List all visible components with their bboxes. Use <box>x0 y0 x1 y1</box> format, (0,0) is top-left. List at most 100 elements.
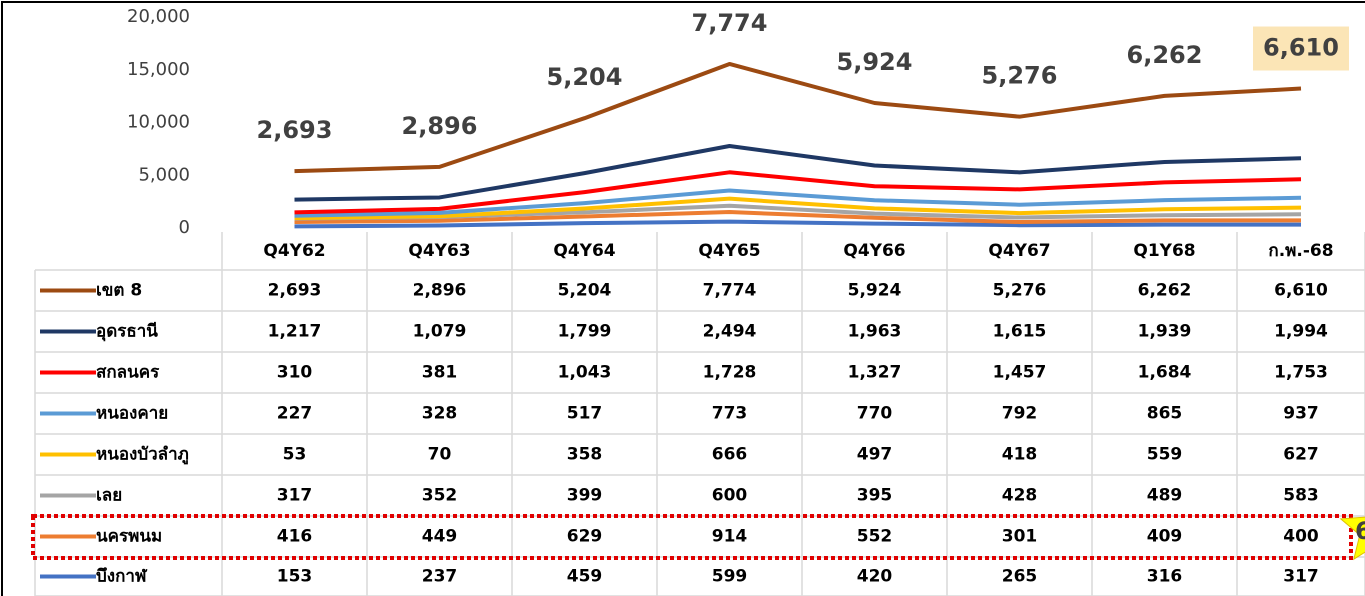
table-value: 70 <box>428 445 452 465</box>
series-line <box>294 188 1302 218</box>
table-value: 1,079 <box>413 322 467 342</box>
data-label: 5,276 <box>982 62 1058 90</box>
table-value: 265 <box>1002 567 1038 587</box>
table-value: 395 <box>857 486 893 506</box>
table-value: 316 <box>1147 567 1183 587</box>
table-value: 1,728 <box>703 363 757 383</box>
table-value: 459 <box>567 567 603 587</box>
legend-label: เขต 8 <box>96 281 142 301</box>
table-value: 420 <box>857 567 893 587</box>
table-value: 559 <box>1147 445 1183 465</box>
table-value: 53 <box>283 445 307 465</box>
table-value: 497 <box>857 445 893 465</box>
series-line <box>294 170 1302 215</box>
data-label: 6,610 <box>1263 34 1339 62</box>
table-value: 1,684 <box>1138 363 1192 383</box>
label-highlight <box>1253 26 1349 71</box>
table-value: 1,994 <box>1274 322 1328 342</box>
y-tick-label: 15,000 <box>127 59 190 80</box>
table-value: 1,043 <box>558 363 612 383</box>
y-tick-label: 0 <box>179 217 190 238</box>
table-value: 310 <box>277 363 313 383</box>
data-label: 5,204 <box>547 63 623 91</box>
category-label: Q4Y65 <box>698 241 760 261</box>
table-value: 1,963 <box>848 322 902 342</box>
table-value: 552 <box>857 527 893 547</box>
table-value: 600 <box>712 486 748 506</box>
table-value: 352 <box>422 486 458 506</box>
table-value: 409 <box>1147 527 1183 547</box>
table-value: 770 <box>857 404 893 424</box>
table-value: 400 <box>1283 527 1319 547</box>
table-value: 317 <box>1283 567 1319 587</box>
table-value: 5,924 <box>848 281 902 301</box>
table-value: 627 <box>1283 445 1319 465</box>
series-line <box>294 210 1302 225</box>
star <box>1339 516 1365 561</box>
table-value: 1,457 <box>993 363 1047 383</box>
table-value: 792 <box>1002 404 1038 424</box>
y-tick-label: 5,000 <box>138 164 190 185</box>
table-value: 317 <box>277 486 313 506</box>
highlight-box <box>31 514 1353 560</box>
data-label: 7,774 <box>692 9 768 37</box>
table-value: 301 <box>1002 527 1038 547</box>
table-value: 381 <box>422 363 458 383</box>
series-line <box>294 219 1302 229</box>
category-label: Q4Y66 <box>843 241 905 261</box>
category-label: Q4Y62 <box>263 241 325 261</box>
table-value: 1,327 <box>848 363 902 383</box>
series-line <box>294 196 1302 221</box>
legend-label: สกลนคร <box>96 363 160 383</box>
table-value: 2,494 <box>703 322 757 342</box>
table-value: 416 <box>277 527 313 547</box>
table-value: 583 <box>1283 486 1319 506</box>
table-value: 6,610 <box>1274 281 1328 301</box>
legend-label: เลย <box>96 486 122 506</box>
data-label: 5,924 <box>837 48 913 76</box>
table-value: 428 <box>1002 486 1038 506</box>
category-label: Q4Y63 <box>408 241 470 261</box>
table-value: 237 <box>422 567 458 587</box>
legend-label: หนองคาย <box>96 404 168 424</box>
data-label: 2,693 <box>257 116 333 144</box>
table-value: 773 <box>712 404 748 424</box>
table-value: 2,693 <box>268 281 322 301</box>
data-label: 6,262 <box>1127 41 1203 69</box>
table-value: 599 <box>712 567 748 587</box>
legend-label: อุดรธานี <box>96 321 158 342</box>
table-value: 6,262 <box>1138 281 1192 301</box>
table-value: 666 <box>712 445 748 465</box>
table-value: 1,753 <box>1274 363 1328 383</box>
series-line <box>294 61 1302 174</box>
table-value: 1,217 <box>268 322 322 342</box>
category-label: Q4Y64 <box>553 241 615 261</box>
table-value: 153 <box>277 567 313 587</box>
legend-label: หนองบัวลำภู <box>96 445 189 466</box>
table-value: 1,939 <box>1138 322 1192 342</box>
table-value: 1,615 <box>993 322 1047 342</box>
table-value: 328 <box>422 404 458 424</box>
legend-label: บึงกาฬ <box>96 567 148 587</box>
table-value: 5,204 <box>558 281 612 301</box>
table-value: 865 <box>1147 404 1183 424</box>
y-tick-label: 20,000 <box>127 6 190 27</box>
category-label: Q4Y67 <box>988 241 1050 261</box>
category-label: ก.พ.-68 <box>1268 241 1333 261</box>
table-value: 937 <box>1283 404 1319 424</box>
table-value: 418 <box>1002 445 1038 465</box>
table-value: 629 <box>567 527 603 547</box>
table-value: 914 <box>712 527 748 547</box>
annotation: 6 <box>1355 517 1365 545</box>
table-value: 449 <box>422 527 458 547</box>
table-value: 399 <box>567 486 603 506</box>
data-label: 2,896 <box>402 112 478 140</box>
table-value: 2,896 <box>413 281 467 301</box>
table-value: 489 <box>1147 486 1183 506</box>
y-tick-label: 10,000 <box>127 112 190 133</box>
category-label: Q1Y68 <box>1133 241 1195 261</box>
table-value: 1,799 <box>558 322 612 342</box>
table-value: 5,276 <box>993 281 1047 301</box>
